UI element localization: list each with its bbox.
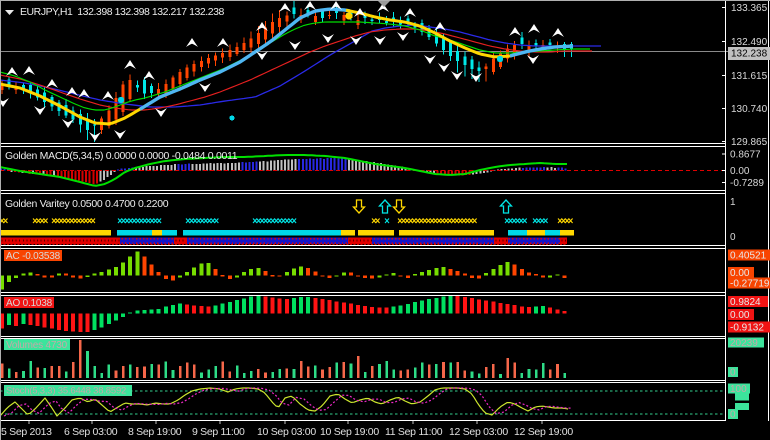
svg-text:-0.7289: -0.7289 xyxy=(730,178,764,189)
svg-text:Golden MACD(5,34,5) 0.0000 0.0: Golden MACD(5,34,5) 0.0000 0.0000 -0.048… xyxy=(5,150,238,162)
svg-text:0: 0 xyxy=(730,232,736,243)
svg-text:0.9824: 0.9824 xyxy=(730,297,761,308)
svg-text:12 Sep 03:00: 12 Sep 03:00 xyxy=(449,426,508,438)
svg-text:20239: 20239 xyxy=(730,338,758,349)
svg-text:AO 0.1038: AO 0.1038 xyxy=(6,298,53,309)
svg-text:10 Sep 19:00: 10 Sep 19:00 xyxy=(320,426,379,438)
svg-text:-0.27719: -0.27719 xyxy=(730,279,770,290)
svg-text:EURJPY,H1 132.398 132.398 132: EURJPY,H1 132.398 132.398 132.217 132.23… xyxy=(20,6,225,18)
svg-text:0: 0 xyxy=(730,368,736,379)
svg-text:131.615: 131.615 xyxy=(731,71,768,82)
svg-text:5 Sep 2013: 5 Sep 2013 xyxy=(1,426,52,438)
svg-text:130.740: 130.740 xyxy=(731,104,768,115)
svg-text:12 Sep 19:00: 12 Sep 19:00 xyxy=(514,426,573,438)
svg-text:10 Sep 03:00: 10 Sep 03:00 xyxy=(257,426,316,438)
svg-text:8 Sep 19:00: 8 Sep 19:00 xyxy=(128,426,182,438)
svg-text:133.365: 133.365 xyxy=(731,3,768,14)
svg-text:1: 1 xyxy=(730,197,736,208)
svg-text:0.40521: 0.40521 xyxy=(730,251,767,262)
svg-text:Volumes 4730: Volumes 4730 xyxy=(6,340,68,351)
svg-text:129.865: 129.865 xyxy=(731,137,768,148)
svg-text:132.238: 132.238 xyxy=(731,49,768,60)
svg-text:132.490: 132.490 xyxy=(731,37,768,48)
svg-text:Stoch(5,3,3) 35.6448 38.8592: Stoch(5,3,3) 35.6448 38.8592 xyxy=(6,386,126,397)
svg-text:6 Sep 03:00: 6 Sep 03:00 xyxy=(64,426,118,438)
svg-text:0.8677: 0.8677 xyxy=(730,150,761,161)
svg-text:Golden Varitey 0.0500 0.4700 0: Golden Varitey 0.0500 0.4700 0.2200 xyxy=(5,198,169,210)
svg-text:0.00: 0.00 xyxy=(730,310,750,321)
svg-text:-0.9132: -0.9132 xyxy=(730,323,764,334)
svg-text:AC -0.03538: AC -0.03538 xyxy=(6,251,61,262)
svg-text:9 Sep 11:00: 9 Sep 11:00 xyxy=(192,426,245,438)
svg-text:0.00: 0.00 xyxy=(730,166,750,177)
svg-text:0.00: 0.00 xyxy=(730,268,750,279)
svg-text:0: 0 xyxy=(730,410,736,421)
svg-text:11 Sep 11:00: 11 Sep 11:00 xyxy=(385,426,443,438)
svg-text:100: 100 xyxy=(730,384,747,395)
